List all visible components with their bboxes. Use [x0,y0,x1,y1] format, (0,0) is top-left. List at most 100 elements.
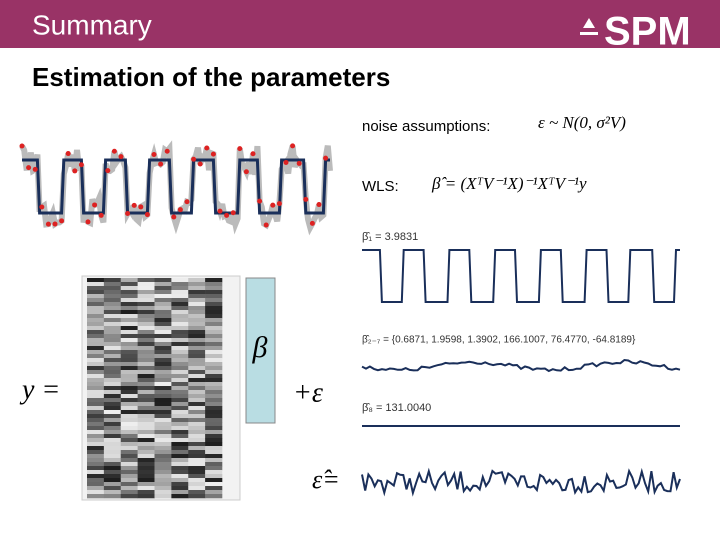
matrix-cell [205,478,223,483]
matrix-cell [87,286,105,291]
matrix-cell [205,402,223,407]
data-point [118,154,124,160]
matrix-cell [137,450,155,455]
matrix-cell [205,350,223,355]
matrix-cell [171,470,189,475]
matrix-cell [120,322,138,327]
matrix-cell [188,394,206,399]
matrix-cell [171,326,189,331]
matrix-cell [120,314,138,319]
matrix-cell [205,322,223,327]
matrix-cell [188,390,206,395]
matrix-cell [154,374,172,379]
matrix-cell [205,382,223,387]
matrix-cell [87,466,105,471]
matrix-cell [87,374,105,379]
matrix-cell [154,446,172,451]
matrix-cell [87,362,105,367]
matrix-cell [103,398,122,403]
matrix-cell [120,490,138,495]
matrix-cell [137,386,155,391]
matrix-cell [154,466,172,471]
matrix-cell [120,326,138,331]
matrix-cell [120,370,138,375]
matrix-cell [171,342,189,347]
matrix-cell [103,378,122,383]
matrix-cell [120,378,138,383]
matrix-cell [103,442,122,447]
matrix-cell [87,294,105,299]
data-point [283,159,289,165]
matrix-cell [120,350,138,355]
matrix-cell [188,442,206,447]
matrix-cell [205,282,223,287]
matrix-cell [87,450,105,455]
matrix-cell [137,410,155,415]
regressors-2-7 [361,358,681,373]
data-point [217,208,223,214]
matrix-cell [154,286,172,291]
matrix-cell [103,494,122,499]
matrix-cell [87,402,105,407]
matrix-cell [154,370,172,375]
logo: SPM [604,10,691,54]
matrix-cell [137,398,155,403]
matrix-cell [171,478,189,483]
matrix-cell [154,434,172,439]
matrix-cell [154,458,172,463]
matrix-cell [87,398,105,403]
data-point [52,221,58,227]
matrix-cell [188,350,206,355]
matrix-cell [103,342,122,347]
matrix-cell [188,482,206,487]
matrix-cell [205,422,223,427]
y-label: y = [19,374,60,405]
matrix-cell [205,430,223,435]
matrix-cell [87,478,105,483]
matrix-cell [103,334,122,339]
matrix-cell [171,382,189,387]
matrix-cell [154,302,172,307]
matrix-cell [120,286,138,291]
data-point [32,166,38,172]
matrix-cell [154,442,172,447]
waveforms [19,140,681,497]
matrix-cell [87,458,105,463]
matrix-cell [171,334,189,339]
matrix-cell [188,406,206,411]
matrix-cell [137,342,155,347]
matrix-cell [171,466,189,471]
matrix-cell [205,398,223,403]
matrix-cell [188,306,206,311]
matrix-cell [137,382,155,387]
matrix-cell [171,346,189,351]
matrix-cell [87,378,105,383]
matrix-cell [103,314,122,319]
data-point [243,169,249,175]
data-point [78,162,84,168]
matrix-cell [171,278,189,283]
matrix-cell [205,462,223,467]
matrix-cell [205,406,223,411]
matrix-cell [171,474,189,479]
matrix-cell [120,302,138,307]
matrix-cell [188,418,206,423]
beta-symbol: β [252,331,268,364]
matrix-cell [154,406,172,411]
regressor-1 [362,249,680,303]
matrix-cell [137,350,155,355]
matrix-cell [87,346,105,351]
matrix-cell [154,410,172,415]
matrix-cell [120,386,138,391]
matrix-cell [120,430,138,435]
matrix-cell [87,454,105,459]
matrix-cell [171,442,189,447]
matrix-cell [171,298,189,303]
matrix-cell [188,322,206,327]
matrix-cell [171,322,189,327]
matrix-cell [120,470,138,475]
matrix-cell [171,430,189,435]
matrix-cell [171,490,189,495]
matrix-cell [171,406,189,411]
matrix-cell [171,302,189,307]
